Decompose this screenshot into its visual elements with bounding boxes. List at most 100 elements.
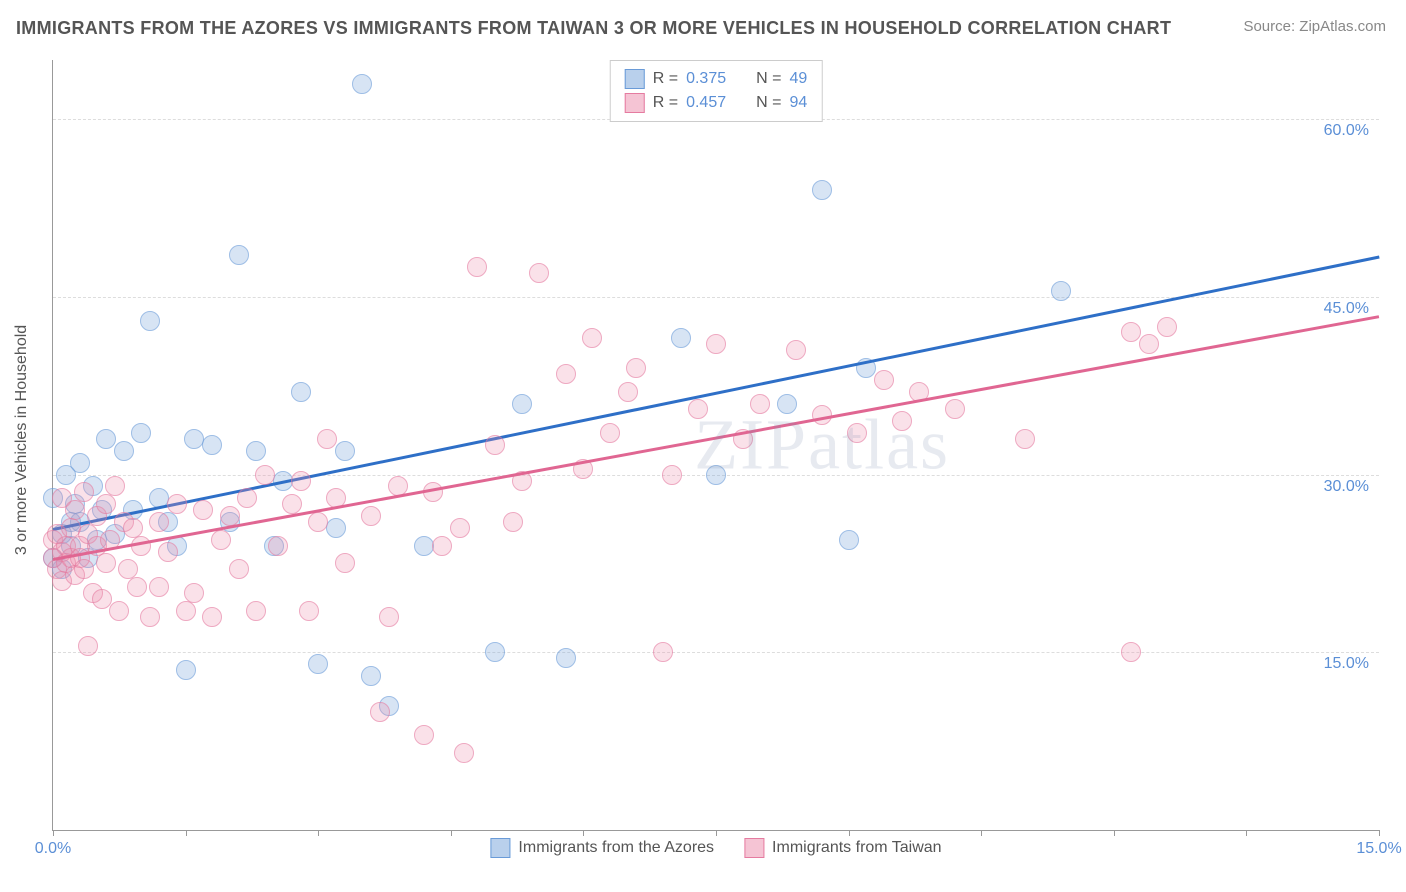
gridline [53,652,1379,653]
y-tick-label: 15.0% [1324,655,1369,673]
legend-r-label: R = [653,70,678,88]
data-point [140,607,160,627]
data-point [812,180,832,200]
data-point [1121,642,1141,662]
legend-series-item: Immigrants from Taiwan [744,838,942,858]
data-point [237,488,257,508]
data-point [335,553,355,573]
data-point [379,607,399,627]
data-point [892,411,912,431]
data-point [158,542,178,562]
legend-n-label: N = [756,94,781,112]
data-point [299,601,319,621]
data-point [268,536,288,556]
x-tick-label: 15.0% [1356,840,1401,858]
data-point [945,399,965,419]
legend-series-label: Immigrants from the Azores [518,839,714,857]
data-point [220,506,240,526]
data-point [361,666,381,686]
data-point [109,601,129,621]
legend-n-label: N = [756,70,781,88]
data-point [308,654,328,674]
data-point [127,577,147,597]
x-tick [53,830,54,836]
x-tick [583,830,584,836]
data-point [167,494,187,514]
data-point [485,642,505,662]
data-point [503,512,523,532]
x-tick [716,830,717,836]
chart-title: IMMIGRANTS FROM THE AZORES VS IMMIGRANTS… [16,18,1171,39]
data-point [529,263,549,283]
legend-r-value: 0.457 [686,94,726,112]
legend-n-value: 94 [789,94,807,112]
data-point [556,364,576,384]
data-point [706,334,726,354]
data-point [96,553,116,573]
data-point [131,423,151,443]
data-point [193,500,213,520]
data-point [454,743,474,763]
y-tick-label: 60.0% [1324,122,1369,140]
data-point [786,340,806,360]
data-point [255,465,275,485]
x-tick [849,830,850,836]
legend-swatch [625,69,645,89]
y-axis-label: 3 or more Vehicles in Household [13,325,31,555]
data-point [229,559,249,579]
data-point [317,429,337,449]
data-point [78,636,98,656]
legend-stats: R =0.375N =49R =0.457N =94 [610,60,823,122]
y-tick-label: 45.0% [1324,300,1369,318]
data-point [291,382,311,402]
data-point [149,512,169,532]
data-point [370,702,390,722]
data-point [65,500,85,520]
data-point [140,311,160,331]
data-point [485,435,505,455]
legend-swatch [744,838,764,858]
data-point [1121,322,1141,342]
data-point [246,441,266,461]
legend-series-item: Immigrants from the Azores [490,838,714,858]
data-point [1157,317,1177,337]
data-point [874,370,894,390]
data-point [96,429,116,449]
data-point [688,399,708,419]
data-point [229,245,249,265]
data-point [653,642,673,662]
data-point [432,536,452,556]
data-point [618,382,638,402]
data-point [450,518,470,538]
legend-swatch [625,93,645,113]
data-point [1015,429,1035,449]
data-point [176,601,196,621]
x-tick [318,830,319,836]
data-point [74,559,94,579]
x-tick [451,830,452,836]
legend-series: Immigrants from the Azores Immigrants fro… [490,838,941,858]
data-point [777,394,797,414]
data-point [839,530,859,550]
data-point [1051,281,1071,301]
data-point [246,601,266,621]
data-point [626,358,646,378]
legend-swatch [490,838,510,858]
x-tick [1379,830,1380,836]
data-point [184,583,204,603]
data-point [1139,334,1159,354]
data-point [414,725,434,745]
x-tick [1114,830,1115,836]
data-point [750,394,770,414]
data-point [467,257,487,277]
data-point [291,471,311,491]
data-point [74,482,94,502]
source-attribution: Source: ZipAtlas.com [1243,18,1386,35]
data-point [92,589,112,609]
data-point [114,441,134,461]
data-point [671,328,691,348]
x-tick [1246,830,1247,836]
data-point [335,441,355,461]
data-point [211,530,231,550]
y-tick-label: 30.0% [1324,478,1369,496]
